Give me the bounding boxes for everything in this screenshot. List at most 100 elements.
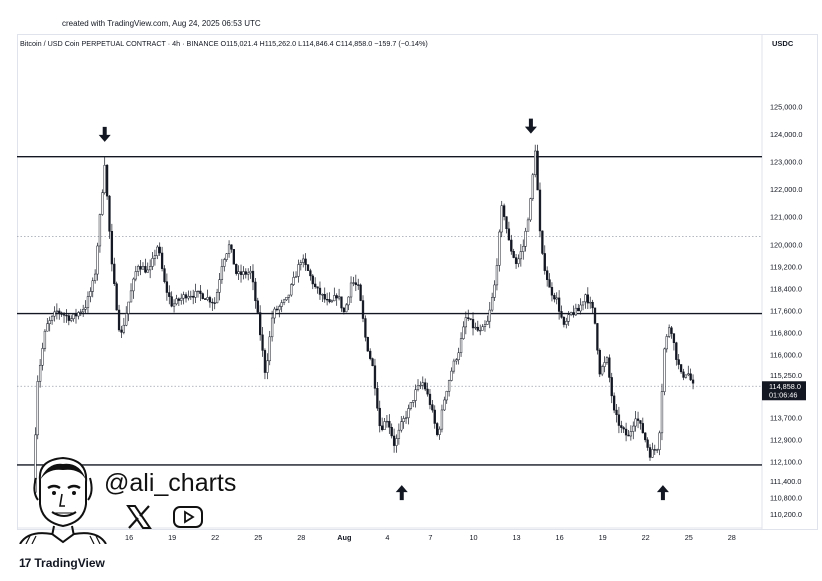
candle-body (342, 307, 346, 313)
candle-body (325, 298, 329, 301)
candle-body (91, 280, 94, 292)
candle-body (548, 279, 551, 288)
play-button-icon[interactable] (172, 505, 204, 529)
x-tick-label: 13 (512, 533, 520, 542)
candle-body (529, 198, 532, 221)
candle-body (574, 307, 578, 316)
candle-body (223, 259, 226, 267)
candle-body (349, 282, 353, 298)
candle-body (36, 381, 39, 436)
candle-body (153, 255, 157, 259)
candle-body (376, 388, 379, 409)
candle-body (62, 314, 66, 316)
candle-body (610, 377, 613, 397)
candle-body (247, 272, 250, 275)
candle-body (278, 306, 281, 311)
candle-body (160, 252, 164, 269)
candle-body (636, 418, 640, 421)
candle-body (48, 320, 51, 325)
candle-body (567, 314, 570, 322)
candle-body (667, 327, 671, 337)
candle-body (43, 330, 47, 349)
candle-body (476, 326, 479, 331)
candle-body (345, 304, 348, 313)
candle-body (412, 400, 415, 403)
candle-body (577, 307, 580, 312)
x-tick-label: 16 (125, 533, 133, 542)
candle-body (467, 317, 470, 319)
candle-body (435, 423, 439, 435)
candle-body (113, 263, 116, 284)
candle-body (120, 329, 123, 333)
candle-body (290, 284, 293, 296)
candle-body (89, 291, 92, 297)
y-tick-label: 116,000.0 (770, 350, 802, 359)
candle-body (601, 366, 604, 375)
candle-body (629, 431, 633, 437)
symbol-info: Bitcoin / USD Coin PERPETUAL CONTRACT · … (20, 39, 428, 48)
candle-body (103, 164, 106, 193)
candle-body (163, 268, 166, 282)
candle-body (445, 391, 448, 401)
candle-body (125, 313, 128, 326)
candle-body (605, 357, 609, 363)
candle-body (634, 418, 637, 427)
candle-body (249, 270, 252, 274)
candle-body (297, 264, 300, 277)
last-price-tag (762, 381, 806, 401)
candle-body (333, 295, 336, 302)
candle-body (603, 362, 606, 367)
y-tick-label: 110,200.0 (770, 510, 802, 519)
candle-body (263, 350, 267, 373)
candle-body (581, 301, 585, 306)
candle-body (557, 297, 561, 312)
y-tick-label: 125,000.0 (770, 103, 802, 112)
candle-body (306, 264, 310, 271)
candle-body (208, 297, 212, 303)
candle-body (691, 379, 695, 384)
arrow-down-icon (98, 126, 111, 142)
candle-body (471, 319, 475, 329)
candle-body (184, 294, 188, 299)
candle-body (129, 290, 133, 303)
candle-body (627, 434, 630, 437)
candle-body (469, 318, 472, 320)
candle-body (402, 418, 405, 422)
candle-body (431, 404, 434, 411)
countdown-label: 01:06:46 (769, 390, 797, 399)
candle-body (60, 312, 63, 315)
candle-body (55, 310, 59, 313)
candle-body (555, 297, 558, 300)
tradingview-logo: 17 TradingView (19, 556, 105, 570)
y-tick-label: 120,000.0 (770, 240, 802, 249)
candle-body (357, 284, 360, 286)
candle-body (378, 407, 381, 427)
candle-body (483, 324, 487, 327)
candle-body (505, 216, 508, 229)
candle-body (330, 300, 334, 303)
candle-body (165, 281, 169, 293)
candle-body (424, 382, 427, 390)
candle-body (292, 277, 295, 285)
candle-body (457, 352, 460, 360)
candle-body (38, 364, 42, 382)
candle-body (364, 318, 367, 338)
candle-body (546, 270, 549, 280)
currency-label: USDC (772, 39, 794, 48)
candle-body (211, 301, 214, 304)
candle-body (122, 324, 125, 333)
x-logo-icon[interactable] (125, 504, 153, 530)
candle-body (206, 297, 209, 300)
x-tick-label: 10 (469, 533, 477, 542)
y-tick-label: 112,900.0 (770, 436, 802, 445)
candle-body (450, 370, 453, 381)
y-tick-label: 112,100.0 (770, 458, 802, 467)
candle-body (510, 239, 513, 252)
candle-body (72, 314, 75, 319)
candle-body (407, 408, 410, 419)
candle-body (514, 257, 518, 264)
candle-body (251, 270, 255, 283)
candle-body (58, 310, 61, 314)
candle-body (220, 266, 224, 280)
